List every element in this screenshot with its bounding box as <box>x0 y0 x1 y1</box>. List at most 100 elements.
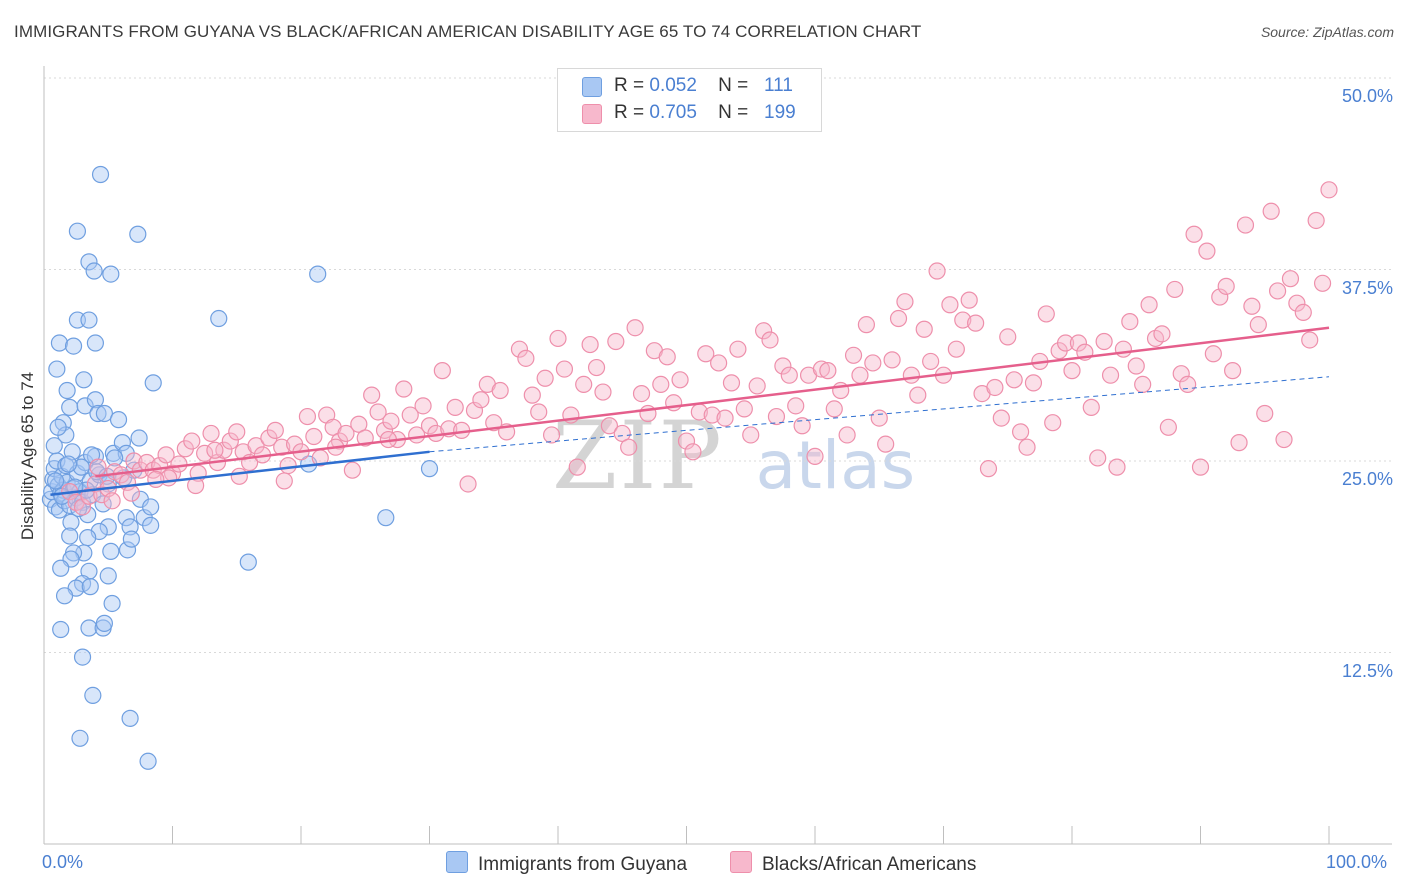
point-black <box>1249 316 1267 334</box>
point-black <box>510 340 529 358</box>
point-guyana <box>75 371 93 389</box>
point-black <box>947 340 965 358</box>
point-black <box>889 309 908 328</box>
point-black <box>196 444 214 462</box>
point-black <box>1172 365 1190 383</box>
watermark-atlas: atlas <box>755 427 916 504</box>
point-black <box>157 446 175 464</box>
point-black <box>215 441 233 459</box>
point-black <box>1011 423 1030 441</box>
point-black <box>491 381 509 400</box>
point-guyana <box>118 541 137 559</box>
legend-r-value: 0.705 <box>649 102 697 123</box>
point-black <box>202 424 220 443</box>
point-guyana <box>122 530 140 548</box>
point-guyana <box>59 455 78 473</box>
point-black <box>600 417 619 435</box>
point-black <box>1089 449 1107 467</box>
point-black <box>1268 282 1287 300</box>
point-black <box>928 262 946 280</box>
point-black <box>542 426 561 444</box>
bottom-legend-swatch-black <box>730 851 752 873</box>
point-black <box>838 426 856 444</box>
trend-black <box>95 326 1330 478</box>
point-guyana <box>95 404 113 423</box>
point-black <box>343 461 361 479</box>
point-black <box>594 383 612 401</box>
point-black <box>446 398 464 416</box>
point-black <box>228 423 246 441</box>
point-guyana <box>68 222 87 240</box>
point-black <box>909 386 927 404</box>
point-black <box>819 362 837 380</box>
point-black <box>1127 357 1145 375</box>
point-black <box>716 409 734 427</box>
point-black <box>703 406 721 424</box>
point-guyana <box>50 501 69 519</box>
point-guyana <box>71 729 89 747</box>
point-black <box>896 293 914 311</box>
point-guyana <box>86 334 105 352</box>
point-black <box>350 415 368 433</box>
point-black <box>1211 288 1229 306</box>
point-guyana <box>121 709 139 727</box>
point-black <box>230 467 248 485</box>
point-black <box>1044 414 1062 432</box>
point-black <box>575 375 593 393</box>
point-black <box>1056 334 1075 352</box>
point-black <box>1191 458 1210 476</box>
point-guyana <box>142 516 160 534</box>
point-black <box>864 354 882 372</box>
point-black <box>979 460 998 478</box>
point-black <box>632 384 651 403</box>
point-black <box>1108 458 1126 476</box>
correlation-legend: R = 0.052 N = 111 R = 0.705 N = 199 <box>557 68 822 132</box>
point-black <box>1313 274 1332 292</box>
point-black <box>103 492 121 510</box>
point-guyana <box>309 265 327 283</box>
axes <box>43 66 1392 845</box>
point-black <box>221 432 239 450</box>
point-black <box>1140 296 1158 314</box>
point-black <box>273 438 291 456</box>
point-black <box>825 400 843 418</box>
point-black <box>652 375 670 393</box>
point-black <box>1320 181 1338 199</box>
point-black <box>857 316 876 334</box>
point-black <box>967 314 985 332</box>
point-black <box>960 291 978 309</box>
y-tick-label: 50.0% <box>1341 86 1393 106</box>
point-guyana <box>99 567 117 585</box>
point-black <box>780 366 798 384</box>
point-black <box>812 360 831 378</box>
chart-title: IMMIGRANTS FROM GUYANA VS BLACK/AFRICAN … <box>14 22 922 41</box>
watermark-zip: ZIP <box>552 402 724 511</box>
point-black <box>337 424 355 443</box>
point-black <box>279 456 297 475</box>
point-black <box>883 351 901 369</box>
point-black <box>1256 404 1274 423</box>
point-black <box>433 362 451 380</box>
point-black <box>677 432 696 450</box>
point-guyana <box>55 587 74 605</box>
legend-n-label: N = <box>718 102 749 123</box>
point-guyana <box>84 686 102 704</box>
point-black <box>247 437 265 455</box>
point-black <box>902 366 920 384</box>
trend-guyana <box>50 450 430 496</box>
point-black <box>761 331 779 349</box>
point-guyana <box>52 559 70 577</box>
point-guyana <box>420 460 439 478</box>
point-black <box>1095 332 1113 351</box>
bottom-legend-guyana: Immigrants from Guyana <box>446 851 687 876</box>
point-guyana <box>106 449 124 467</box>
point-black <box>1063 362 1081 380</box>
point-black <box>369 403 387 421</box>
point-black <box>999 328 1017 346</box>
point-black <box>1288 294 1306 312</box>
point-black <box>305 427 323 446</box>
point-black <box>1224 362 1242 380</box>
point-black <box>1236 216 1255 234</box>
point-black <box>555 360 574 378</box>
point-black <box>266 421 284 439</box>
